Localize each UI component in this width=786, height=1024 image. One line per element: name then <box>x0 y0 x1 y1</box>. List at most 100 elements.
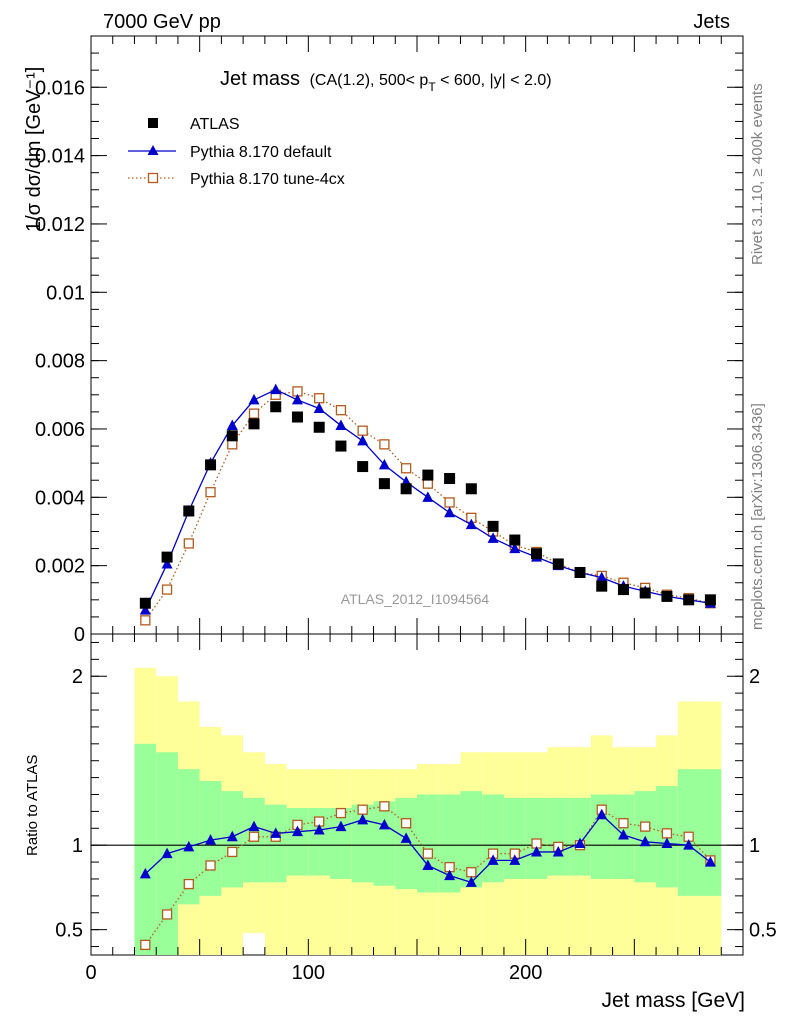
data-point-series-1 <box>465 518 477 530</box>
data-point-series-0 <box>291 411 303 423</box>
ratio-point-0 <box>444 869 456 881</box>
data-point-series-1 <box>291 393 303 405</box>
y-tick-label: 0.002 <box>35 556 85 578</box>
ratio-band-inner <box>417 794 439 893</box>
legend-label-atlas: ATLAS <box>190 116 240 133</box>
ratio-point-0 <box>465 876 477 887</box>
data-point-series-1 <box>444 506 456 518</box>
ratio-band-inner <box>699 769 722 896</box>
ratio-point-0 <box>248 820 260 832</box>
data-point-series-0 <box>639 587 651 599</box>
ratio-point-0 <box>335 820 347 832</box>
ratio-point-1 <box>140 939 151 951</box>
x-tick-label: 0 <box>85 962 96 984</box>
ratio-point-0 <box>400 832 412 843</box>
data-point-series-1 <box>422 491 434 502</box>
y-axis-label: 1/σ dσ/dm [GeV⁻¹] <box>23 67 45 232</box>
ratio-point-0 <box>270 827 282 838</box>
ratio-band-inner <box>503 797 526 879</box>
ratio-point-1 <box>618 818 629 829</box>
ratio-band-inner <box>308 808 331 876</box>
data-point-series-1 <box>335 419 347 431</box>
ratio-tick-label: 2 <box>72 666 83 688</box>
data-point-series-0 <box>400 483 412 495</box>
legend: ATLAS Pythia 8.170 default Pythia 8.170 … <box>128 116 345 188</box>
data-point-series-2 <box>248 408 260 419</box>
main-axis-ticks: 0 0.002 0.004 0.006 0.008 0.01 0.012 0.014 0.016 <box>35 35 744 646</box>
ratio-point-1 <box>379 801 390 812</box>
data-point-series-0 <box>683 594 695 606</box>
data-point-series-2 <box>444 497 455 508</box>
data-point-series-2 <box>357 425 368 436</box>
data-point-series-2 <box>161 584 173 595</box>
data-point-series-1 <box>313 402 325 413</box>
ratio-bands <box>134 667 722 955</box>
data-point-series-2 <box>140 615 151 626</box>
ratio-band-inner <box>351 804 374 883</box>
ratio-point-1 <box>661 828 673 839</box>
y-tick-label: 0.014 <box>35 146 85 168</box>
ratio-y-axis-label: Ratio to ATLAS <box>24 755 41 856</box>
ratio-point-0 <box>205 834 217 845</box>
ratio-point-0 <box>639 835 651 847</box>
x-tick-label: 200 <box>509 962 542 984</box>
ratio-tick-label-right: 0.5 <box>749 920 777 942</box>
data-point-series-2 <box>379 439 390 450</box>
data-point-series-0 <box>444 473 456 485</box>
data-point-series-1 <box>270 383 282 395</box>
ratio-band-inner <box>395 797 417 890</box>
legend-marker-default <box>147 145 159 155</box>
legend-marker-tune <box>147 172 159 184</box>
ratio-point-0 <box>704 856 716 867</box>
ratio-point-0 <box>313 823 325 835</box>
data-point-series-2 <box>314 393 325 404</box>
ratio-point-1 <box>357 804 368 815</box>
x-axis-label: Jet mass [GeV] <box>601 989 745 1012</box>
data-point-series-0 <box>704 594 716 606</box>
data-point-series-1 <box>596 571 608 583</box>
ratio-point-0 <box>552 845 564 857</box>
y-tick-label: 0.004 <box>35 487 85 509</box>
ratio-band-inner <box>134 743 157 955</box>
data-point-series-0 <box>335 440 347 452</box>
ratio-point-0 <box>574 837 586 848</box>
ratio-point-0 <box>596 808 608 820</box>
data-point-series-1 <box>357 434 369 446</box>
ratio-point-0 <box>183 840 195 852</box>
title-main: Jet mass <box>220 68 300 90</box>
ratio-band-inner <box>330 808 352 879</box>
data-point-series-0 <box>270 401 282 413</box>
ratio-band-inner <box>482 794 504 883</box>
data-point-series-1 <box>226 419 238 431</box>
ratio-tick-label-right: 1 <box>749 835 760 857</box>
ratio-tick-label-right: 2 <box>749 666 760 688</box>
data-point-series-2 <box>335 405 347 416</box>
ratio-point-0 <box>683 839 695 850</box>
data-point-series-0 <box>574 566 586 578</box>
data-point-series-0 <box>226 430 238 442</box>
ratio-band-inner <box>177 769 200 905</box>
data-point-series-0 <box>378 478 390 490</box>
ratio-point-0 <box>139 867 151 879</box>
series-line-2 <box>144 390 711 621</box>
header-right: Jets <box>693 11 730 33</box>
data-point-series-1 <box>509 542 521 554</box>
data-point-series-1 <box>487 532 499 543</box>
data-point-series-0 <box>313 421 325 433</box>
data-point-series-0 <box>531 548 543 560</box>
y-tick-label: 0.006 <box>35 419 85 441</box>
data-point-series-2 <box>205 487 216 498</box>
data-point-series-2 <box>183 538 194 549</box>
ratio-axis-ticks: 0 100 200 0.5 0.5 1 1 2 2 <box>55 634 777 984</box>
data-point-series-0 <box>139 597 151 609</box>
data-point-series-0 <box>422 469 434 481</box>
data-point-series-1 <box>378 458 390 470</box>
ratio-point-0 <box>509 854 521 865</box>
ratio-band-inner <box>569 797 591 876</box>
ratio-point-1 <box>400 818 412 829</box>
ratio-series <box>139 801 716 951</box>
legend-label-tune: Pythia 8.170 tune-4cx <box>190 171 345 188</box>
ratio-point-1 <box>205 860 216 871</box>
data-point-series-1 <box>161 557 173 569</box>
